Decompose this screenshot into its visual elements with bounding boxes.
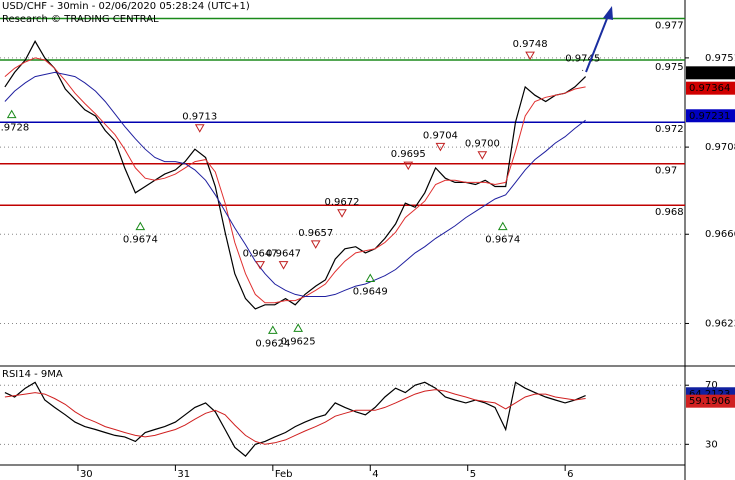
plot-layer: 0.97510.97080.96660.96230.9770.9750.9720… [0, 17, 735, 480]
pivot-label: 0.9674 [485, 235, 520, 246]
y-tick-label: 0.9666 [705, 229, 735, 240]
price-tag [686, 66, 735, 80]
pivot-label: 0.9647 [243, 249, 278, 260]
x-tick-label: 4 [372, 469, 378, 480]
pivot-label: 0.9647 [266, 249, 301, 260]
price-tag-label: 59.1906 [689, 396, 730, 407]
pivot-low-marker [497, 221, 508, 231]
price-tag-label: 0.97438 [689, 68, 730, 79]
y-tick-label: 0.9623 [705, 318, 735, 329]
level-label: 0.97 [655, 166, 677, 177]
price-tag-label: 0.97231 [689, 111, 730, 122]
chart-subtitle: Research © TRADING CENTRAL [2, 14, 159, 25]
chart-title: USD/CHF - 30min - 02/06/2020 05:28:24 (U… [2, 1, 250, 12]
x-tick-label: 31 [177, 469, 190, 480]
pivot-high-marker [194, 124, 205, 133]
pivot-label: 0.9625 [281, 336, 316, 347]
pivot-high-marker [310, 240, 321, 249]
pivot-high-marker [337, 209, 347, 218]
rsi-title: RSI14 - 9MA [2, 369, 63, 380]
pivot-label: 0.9745 [565, 53, 600, 64]
pivot-label: 0.9713 [182, 112, 217, 123]
y-tick-label: 70 [705, 380, 718, 391]
pivot-high-marker [435, 142, 446, 152]
pivot-high-marker [278, 261, 289, 270]
pivot-label: 0.9728 [0, 123, 29, 134]
pivot-label: 0.9657 [298, 228, 333, 239]
y-tick-label: 30 [705, 439, 718, 450]
pivot-label: 0.9624 [255, 338, 290, 349]
y-tick-label: 0.9708 [705, 142, 735, 153]
pivot-point [582, 69, 584, 71]
pivot-low-marker [293, 323, 304, 332]
level-label: 0.968 [655, 207, 684, 218]
pivot-label: 0.9695 [391, 149, 426, 160]
x-tick-label: 30 [80, 469, 93, 480]
level-label: 0.975 [655, 62, 684, 73]
x-tick-label: 5 [470, 469, 476, 480]
forecast-arrow [585, 15, 609, 73]
price-tag-label: 0.97364 [689, 83, 730, 94]
series-line [4, 381, 586, 457]
pivot-label: 0.9704 [423, 130, 458, 141]
pivot-high-marker [525, 51, 535, 61]
x-tick-label: 6 [567, 469, 573, 480]
series-line [4, 389, 586, 445]
pivot-label: 0.9700 [465, 139, 500, 150]
level-label: 0.977 [655, 20, 684, 31]
pivot-high-marker [403, 161, 414, 171]
pivot-label: 0.9748 [513, 39, 548, 50]
price-tag-label: 64.2123 [689, 389, 730, 400]
price-tag [686, 81, 735, 95]
pivot-high-marker [477, 151, 488, 160]
price-tag [686, 394, 735, 408]
arrow-head [603, 6, 613, 20]
y-tick-label: 0.9751 [705, 53, 735, 64]
pivot-label: 0.9672 [325, 197, 360, 208]
pivot-label: 0.9649 [353, 287, 388, 298]
pivot-low-marker [6, 109, 17, 119]
x-tick-label: Feb [275, 469, 293, 480]
pivot-label: 0.9674 [123, 235, 158, 246]
pivot-low-marker [365, 273, 376, 283]
series-line [4, 57, 586, 304]
price-tag [686, 109, 735, 123]
level-label: 0.972 [655, 124, 684, 135]
pivot-low-marker [135, 221, 146, 231]
series-line [4, 40, 587, 310]
pivot-high-marker [255, 261, 266, 270]
pivot-low-marker [267, 325, 278, 334]
series-line [4, 71, 586, 297]
